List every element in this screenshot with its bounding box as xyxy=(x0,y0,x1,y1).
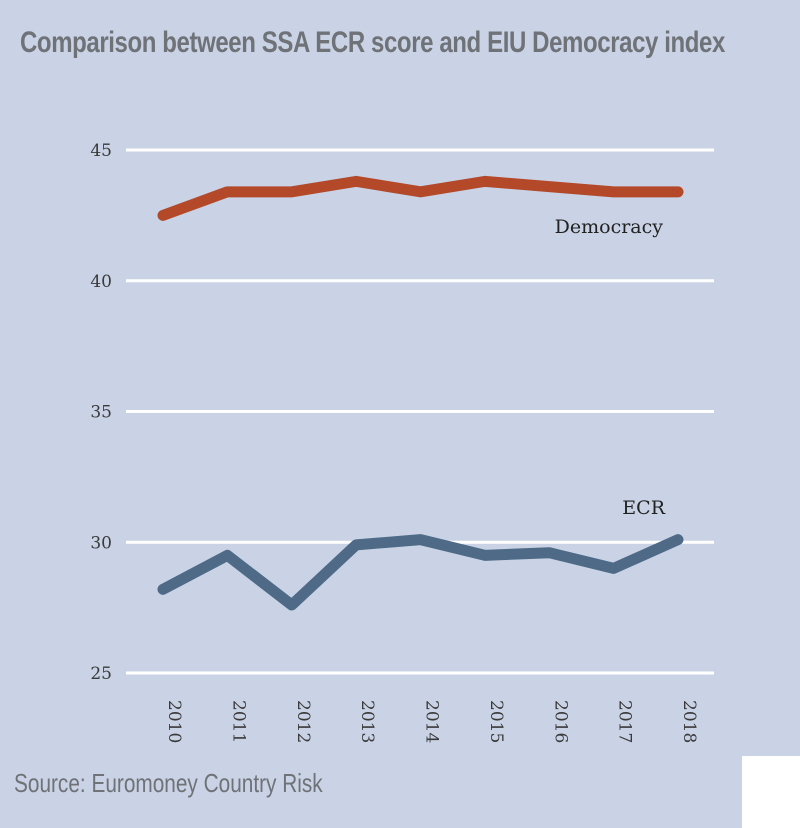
chart-title: Comparison between SSA ECR score and EIU… xyxy=(20,26,725,59)
corner-notch xyxy=(742,756,800,828)
series-label-ecr: ECR xyxy=(622,497,665,519)
series-line-democracy xyxy=(157,175,684,221)
x-tick-label: 2010 xyxy=(164,700,184,743)
y-tick-label: 45 xyxy=(90,141,112,161)
series-label-democracy: Democracy xyxy=(555,216,664,238)
x-axis-ticks: 2010 2011 2012 2013 2014 2015 2016 2017 2018 xyxy=(164,700,699,743)
series-lines xyxy=(157,175,684,611)
x-tick-label: 2013 xyxy=(357,700,377,743)
y-tick-label: 25 xyxy=(90,664,112,684)
x-tick-label: 2014 xyxy=(422,700,442,743)
x-tick-label: 2011 xyxy=(228,700,248,743)
series-line-ecr xyxy=(157,534,684,611)
series-labels: Democracy ECR xyxy=(555,216,666,519)
y-tick-label: 30 xyxy=(90,533,112,553)
gridlines xyxy=(126,148,714,675)
x-tick-label: 2017 xyxy=(615,700,635,743)
x-tick-label: 2015 xyxy=(486,700,506,743)
x-tick-label: 2016 xyxy=(550,700,570,743)
y-tick-label: 35 xyxy=(90,403,112,423)
y-axis-ticks: 25 30 35 40 45 xyxy=(90,141,112,684)
x-tick-label: 2018 xyxy=(679,700,699,743)
x-tick-label: 2012 xyxy=(293,700,313,743)
source-note: Source: Euromoney Country Risk xyxy=(14,768,323,798)
y-tick-label: 40 xyxy=(90,272,112,292)
